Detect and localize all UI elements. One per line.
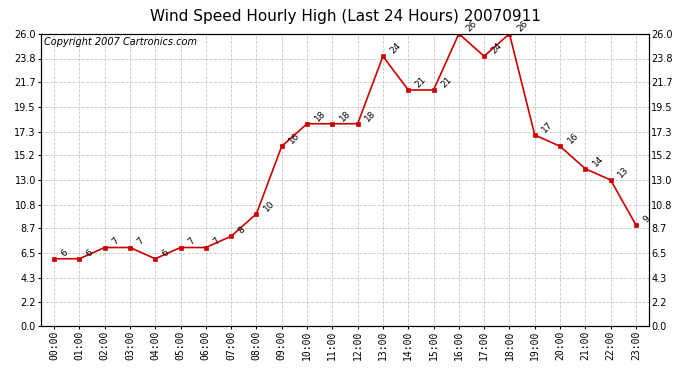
Text: 10: 10 — [262, 198, 277, 213]
Text: 7: 7 — [211, 236, 222, 247]
Text: 18: 18 — [338, 108, 353, 123]
Text: 17: 17 — [540, 120, 555, 134]
Text: 21: 21 — [414, 75, 428, 89]
Text: 6: 6 — [161, 248, 171, 258]
Text: 24: 24 — [388, 41, 403, 56]
Text: 13: 13 — [616, 165, 631, 179]
Text: 18: 18 — [313, 108, 327, 123]
Text: Wind Speed Hourly High (Last 24 Hours) 20070911: Wind Speed Hourly High (Last 24 Hours) 2… — [150, 9, 540, 24]
Text: 18: 18 — [363, 108, 377, 123]
Text: 7: 7 — [110, 236, 121, 247]
Text: 21: 21 — [439, 75, 453, 89]
Text: 14: 14 — [591, 154, 605, 168]
Text: 16: 16 — [287, 131, 302, 146]
Text: 26: 26 — [464, 19, 479, 33]
Text: 9: 9 — [642, 214, 652, 224]
Text: 6: 6 — [85, 248, 95, 258]
Text: 24: 24 — [490, 41, 504, 56]
Text: 7: 7 — [135, 236, 146, 247]
Text: 26: 26 — [515, 19, 529, 33]
Text: 16: 16 — [566, 131, 580, 146]
Text: Copyright 2007 Cartronics.com: Copyright 2007 Cartronics.com — [44, 37, 197, 46]
Text: 7: 7 — [186, 236, 197, 247]
Text: 6: 6 — [59, 248, 70, 258]
Text: 8: 8 — [237, 225, 247, 236]
